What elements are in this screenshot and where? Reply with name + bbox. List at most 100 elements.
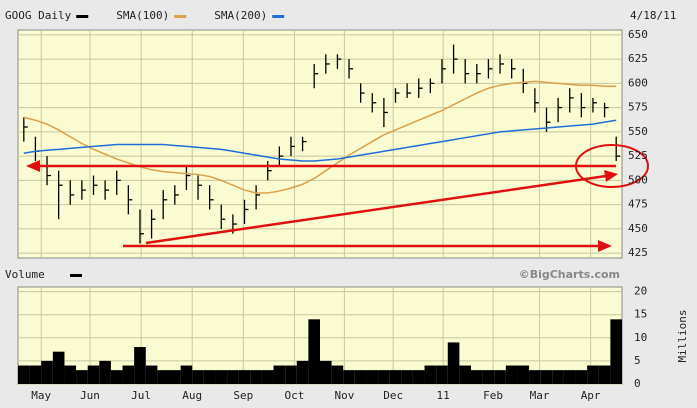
volume-bar xyxy=(540,370,553,384)
x-tick-label: Dec xyxy=(383,389,403,402)
volume-bar xyxy=(343,370,355,384)
x-tick-label: Oct xyxy=(285,389,305,402)
volume-bar xyxy=(122,365,135,384)
volume-bar xyxy=(354,370,367,384)
volume-bar xyxy=(378,370,390,384)
volume-bar xyxy=(436,365,448,384)
volume-bar xyxy=(296,360,309,384)
price-layer xyxy=(18,30,622,258)
volume-layer xyxy=(18,287,622,385)
volume-bar xyxy=(273,365,286,384)
volume-bar xyxy=(227,370,239,384)
sma-line xyxy=(23,80,617,194)
y-tick-label: 575 xyxy=(628,101,648,114)
volume-bar xyxy=(447,342,460,384)
volume-bar xyxy=(494,370,506,384)
x-tick-label: 11 xyxy=(436,389,449,402)
y-tick-label: 525 xyxy=(628,149,648,162)
x-tick-label: Jun xyxy=(80,389,100,402)
volume-bar xyxy=(459,365,471,384)
x-tick-label: Sep xyxy=(233,389,253,402)
y-tick-label: 550 xyxy=(628,125,648,138)
y-tick-label: 20 xyxy=(634,285,647,298)
volume-bar xyxy=(52,351,65,384)
x-tick-label: Aug xyxy=(182,389,202,402)
legend-swatch xyxy=(174,15,187,18)
volume-bar xyxy=(610,319,622,384)
volume-bar xyxy=(563,370,576,384)
volume-bar xyxy=(250,370,262,384)
volume-bar xyxy=(529,370,541,384)
y-axis-label: Millions xyxy=(676,310,689,363)
volume-swatch xyxy=(70,274,82,277)
y-tick-label: 10 xyxy=(634,331,647,344)
legend-swatch xyxy=(272,15,285,18)
volume-bar xyxy=(389,370,402,384)
volume-title: Volume xyxy=(5,268,45,281)
volume-bar xyxy=(366,370,379,384)
y-tick-label: 5 xyxy=(634,354,641,367)
volume-bar xyxy=(401,370,413,384)
volume-bar xyxy=(598,365,611,384)
x-tick-label: Nov xyxy=(334,389,354,402)
volume-bar xyxy=(134,347,146,384)
volume-bar xyxy=(192,370,204,384)
volume-bar xyxy=(169,370,181,384)
date: 4/18/11 xyxy=(630,9,676,22)
volume-bar xyxy=(261,370,274,384)
volume-bar xyxy=(110,370,123,384)
volume-bar xyxy=(18,365,30,384)
volume-bar xyxy=(320,360,332,384)
legend-swatch xyxy=(76,15,89,18)
volume-bar xyxy=(29,365,42,384)
highlight-ellipse xyxy=(575,144,649,188)
y-tick-label: 450 xyxy=(628,222,648,235)
volume-bar xyxy=(76,370,88,384)
volume-bar xyxy=(517,365,530,384)
volume-bar xyxy=(145,365,158,384)
x-tick-label: Apr xyxy=(581,389,601,402)
trend-line xyxy=(145,174,607,245)
volume-bar xyxy=(238,370,251,384)
arrow-head xyxy=(604,170,618,182)
x-tick-label: Jul xyxy=(131,389,151,402)
y-tick-label: 0 xyxy=(634,377,641,390)
volume-bar xyxy=(215,370,228,384)
volume-bar xyxy=(482,370,495,384)
y-tick-label: 500 xyxy=(628,173,648,186)
legend-label: GOOG Daily xyxy=(5,9,72,22)
volume-bar xyxy=(471,370,483,384)
volume-bar xyxy=(575,370,588,384)
volume-bar xyxy=(331,365,344,384)
volume-bar xyxy=(505,365,518,384)
volume-bar xyxy=(424,365,437,384)
y-tick-label: 425 xyxy=(628,246,648,259)
volume-bar xyxy=(412,370,425,384)
arrow-head xyxy=(26,160,40,172)
x-tick-label: Feb xyxy=(483,389,503,402)
x-tick-label: May xyxy=(31,389,51,402)
annotations xyxy=(26,144,649,252)
volume-bar xyxy=(99,360,111,384)
price-plot xyxy=(17,29,623,259)
legend-label: SMA(100) xyxy=(116,9,169,22)
volume-bar xyxy=(64,365,77,384)
volume-bar xyxy=(41,360,53,384)
volume-bar xyxy=(180,365,193,384)
y-tick-label: 15 xyxy=(634,308,647,321)
legend-label: SMA(200) xyxy=(214,9,267,22)
x-tick-label: Mar xyxy=(530,389,550,402)
volume-bar xyxy=(157,370,169,384)
volume-bar xyxy=(587,365,599,384)
volume-bar xyxy=(285,365,297,384)
arrow-head xyxy=(598,240,612,252)
volume-bar xyxy=(308,319,320,384)
y-tick-label: 475 xyxy=(628,198,648,211)
y-tick-label: 650 xyxy=(628,28,648,41)
y-tick-label: 625 xyxy=(628,52,648,65)
y-tick-label: 600 xyxy=(628,76,648,89)
volume-bar xyxy=(552,370,564,384)
source: ©BigCharts.com xyxy=(519,268,620,281)
sma-line xyxy=(23,119,617,162)
